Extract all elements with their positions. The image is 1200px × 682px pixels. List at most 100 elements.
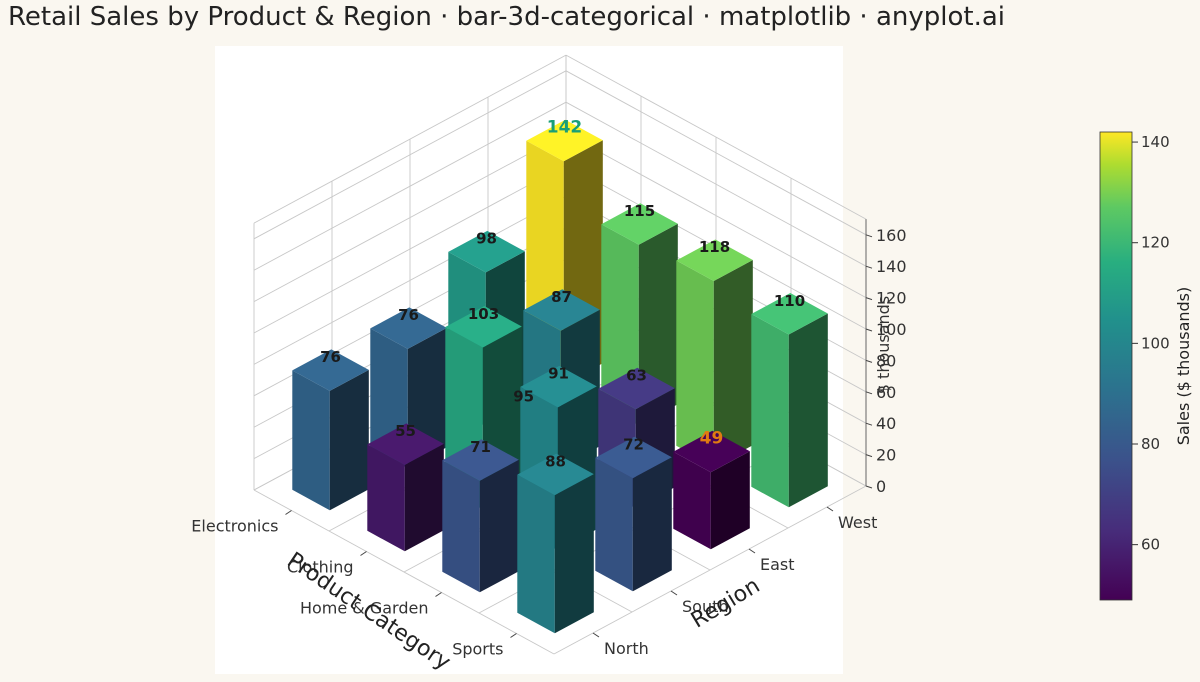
bar <box>751 293 828 508</box>
y-tick-label: West <box>838 513 877 532</box>
z-tick <box>865 297 873 301</box>
x-tick <box>435 592 442 597</box>
colorbar-ticks: 60 80 100 120 140 <box>1132 133 1170 554</box>
grid-line <box>565 101 867 267</box>
bar-face-right <box>710 451 750 550</box>
z-tick-label: 60 <box>876 383 896 402</box>
z-axis-title: $ thousands <box>874 296 893 394</box>
x-tick <box>510 633 517 638</box>
bar-face-top <box>445 306 522 348</box>
y-tick-label: East <box>760 555 795 574</box>
y-tick <box>670 590 678 596</box>
grid-line <box>565 54 867 220</box>
bar-face-right <box>479 459 519 593</box>
z-tick-label: 120 <box>876 289 907 308</box>
bar-face-right <box>329 369 369 511</box>
bar-value-label: 88 <box>545 452 566 470</box>
grid-line <box>253 196 567 365</box>
z-tick <box>865 359 873 363</box>
colorbar: 60 80 100 120 140 Sales ($ thousands) <box>1099 131 1193 601</box>
z-tick <box>865 422 873 426</box>
bar-face-top <box>676 239 753 281</box>
bar-face-top <box>601 203 678 245</box>
bar-value-label: 71 <box>470 438 491 456</box>
x-tick-label: Sports <box>452 640 503 659</box>
bar-value-label: 72 <box>623 435 644 453</box>
grid-line <box>253 54 567 224</box>
bar-face-right <box>788 313 828 508</box>
bar-face-top <box>751 293 828 335</box>
bar-value-label: 91 <box>548 365 569 383</box>
bar-value-label: 76 <box>320 348 341 366</box>
colorbar-tick-label: 100 <box>1141 334 1170 352</box>
z-tick-label: 40 <box>876 414 896 433</box>
value-labels: 142 115 98 118 87 76 110 63 103 76 49 91 55 72 71 88 95 <box>320 118 805 471</box>
bar-face-top <box>523 289 600 331</box>
bar-face-left <box>751 314 789 508</box>
bar <box>370 307 447 469</box>
bar-value-label: 118 <box>699 238 730 256</box>
colorbar-tick-label: 80 <box>1141 435 1160 453</box>
axis-ticks: Electronics Clothing Home & Garden Sports No… <box>191 219 907 659</box>
z-tick-label: 20 <box>876 446 896 465</box>
bar-face-left <box>595 457 633 592</box>
bar-face-right <box>632 457 672 592</box>
bar-value-label: 87 <box>551 288 572 306</box>
z-tick-label: 100 <box>876 320 907 339</box>
bar-value-label: 63 <box>626 367 647 385</box>
bar-face-top <box>448 230 525 273</box>
colorbar-tick-label: 60 <box>1141 536 1160 554</box>
y-tick-label: South <box>682 597 729 616</box>
bar <box>595 436 672 592</box>
bar-face-top <box>517 453 594 496</box>
y-tick <box>826 506 834 512</box>
grid-line <box>253 164 567 334</box>
bar-value-label: 49 <box>700 429 724 449</box>
colorbar-bar <box>1099 131 1133 601</box>
bar-face-top <box>673 430 750 473</box>
bar-value-label: 76 <box>398 306 419 324</box>
bar-face-top <box>367 423 444 465</box>
grid-line <box>253 133 567 302</box>
bar-value-label: 115 <box>624 202 655 220</box>
bar-face-left <box>673 451 711 550</box>
z-tick-label: 0 <box>876 477 886 496</box>
z-tick <box>865 328 873 332</box>
bar <box>367 423 444 552</box>
colorbar-label: Sales ($ thousands) <box>1174 287 1193 446</box>
grid-line <box>565 70 867 236</box>
y-tick-label: North <box>604 639 649 658</box>
grid-line <box>565 133 867 298</box>
grid-line <box>253 101 567 271</box>
bar-face-left <box>292 370 330 511</box>
z-tick <box>865 485 873 489</box>
bars <box>292 119 828 634</box>
bar-value-label: 98 <box>476 230 497 248</box>
x-tick <box>285 510 292 515</box>
colorbar-tick-label: 140 <box>1141 133 1170 151</box>
bar <box>442 439 519 593</box>
bar-value-label: 142 <box>547 118 583 138</box>
bar-face-top <box>292 349 369 391</box>
x-tick-label: Home & Garden <box>300 599 429 618</box>
z-tick <box>865 234 873 238</box>
bar-value-label: 95 <box>513 388 534 406</box>
bar-face-right <box>404 443 444 552</box>
z-tick-label: 140 <box>876 257 907 276</box>
z-tick-label: 160 <box>876 226 907 245</box>
z-tick-label: 80 <box>876 351 896 370</box>
y-tick <box>592 632 600 638</box>
bar-value-label: 103 <box>468 305 499 323</box>
bar-face-top <box>370 307 447 349</box>
x-tick <box>360 551 367 556</box>
colorbar-tick-label: 120 <box>1141 234 1170 252</box>
bar <box>292 349 369 511</box>
z-tick <box>865 454 873 458</box>
z-tick <box>865 265 873 269</box>
z-tick <box>865 391 873 395</box>
bar <box>673 430 750 550</box>
bar <box>676 239 753 467</box>
bar-face-left <box>517 474 555 634</box>
bar-face-left <box>367 444 405 552</box>
